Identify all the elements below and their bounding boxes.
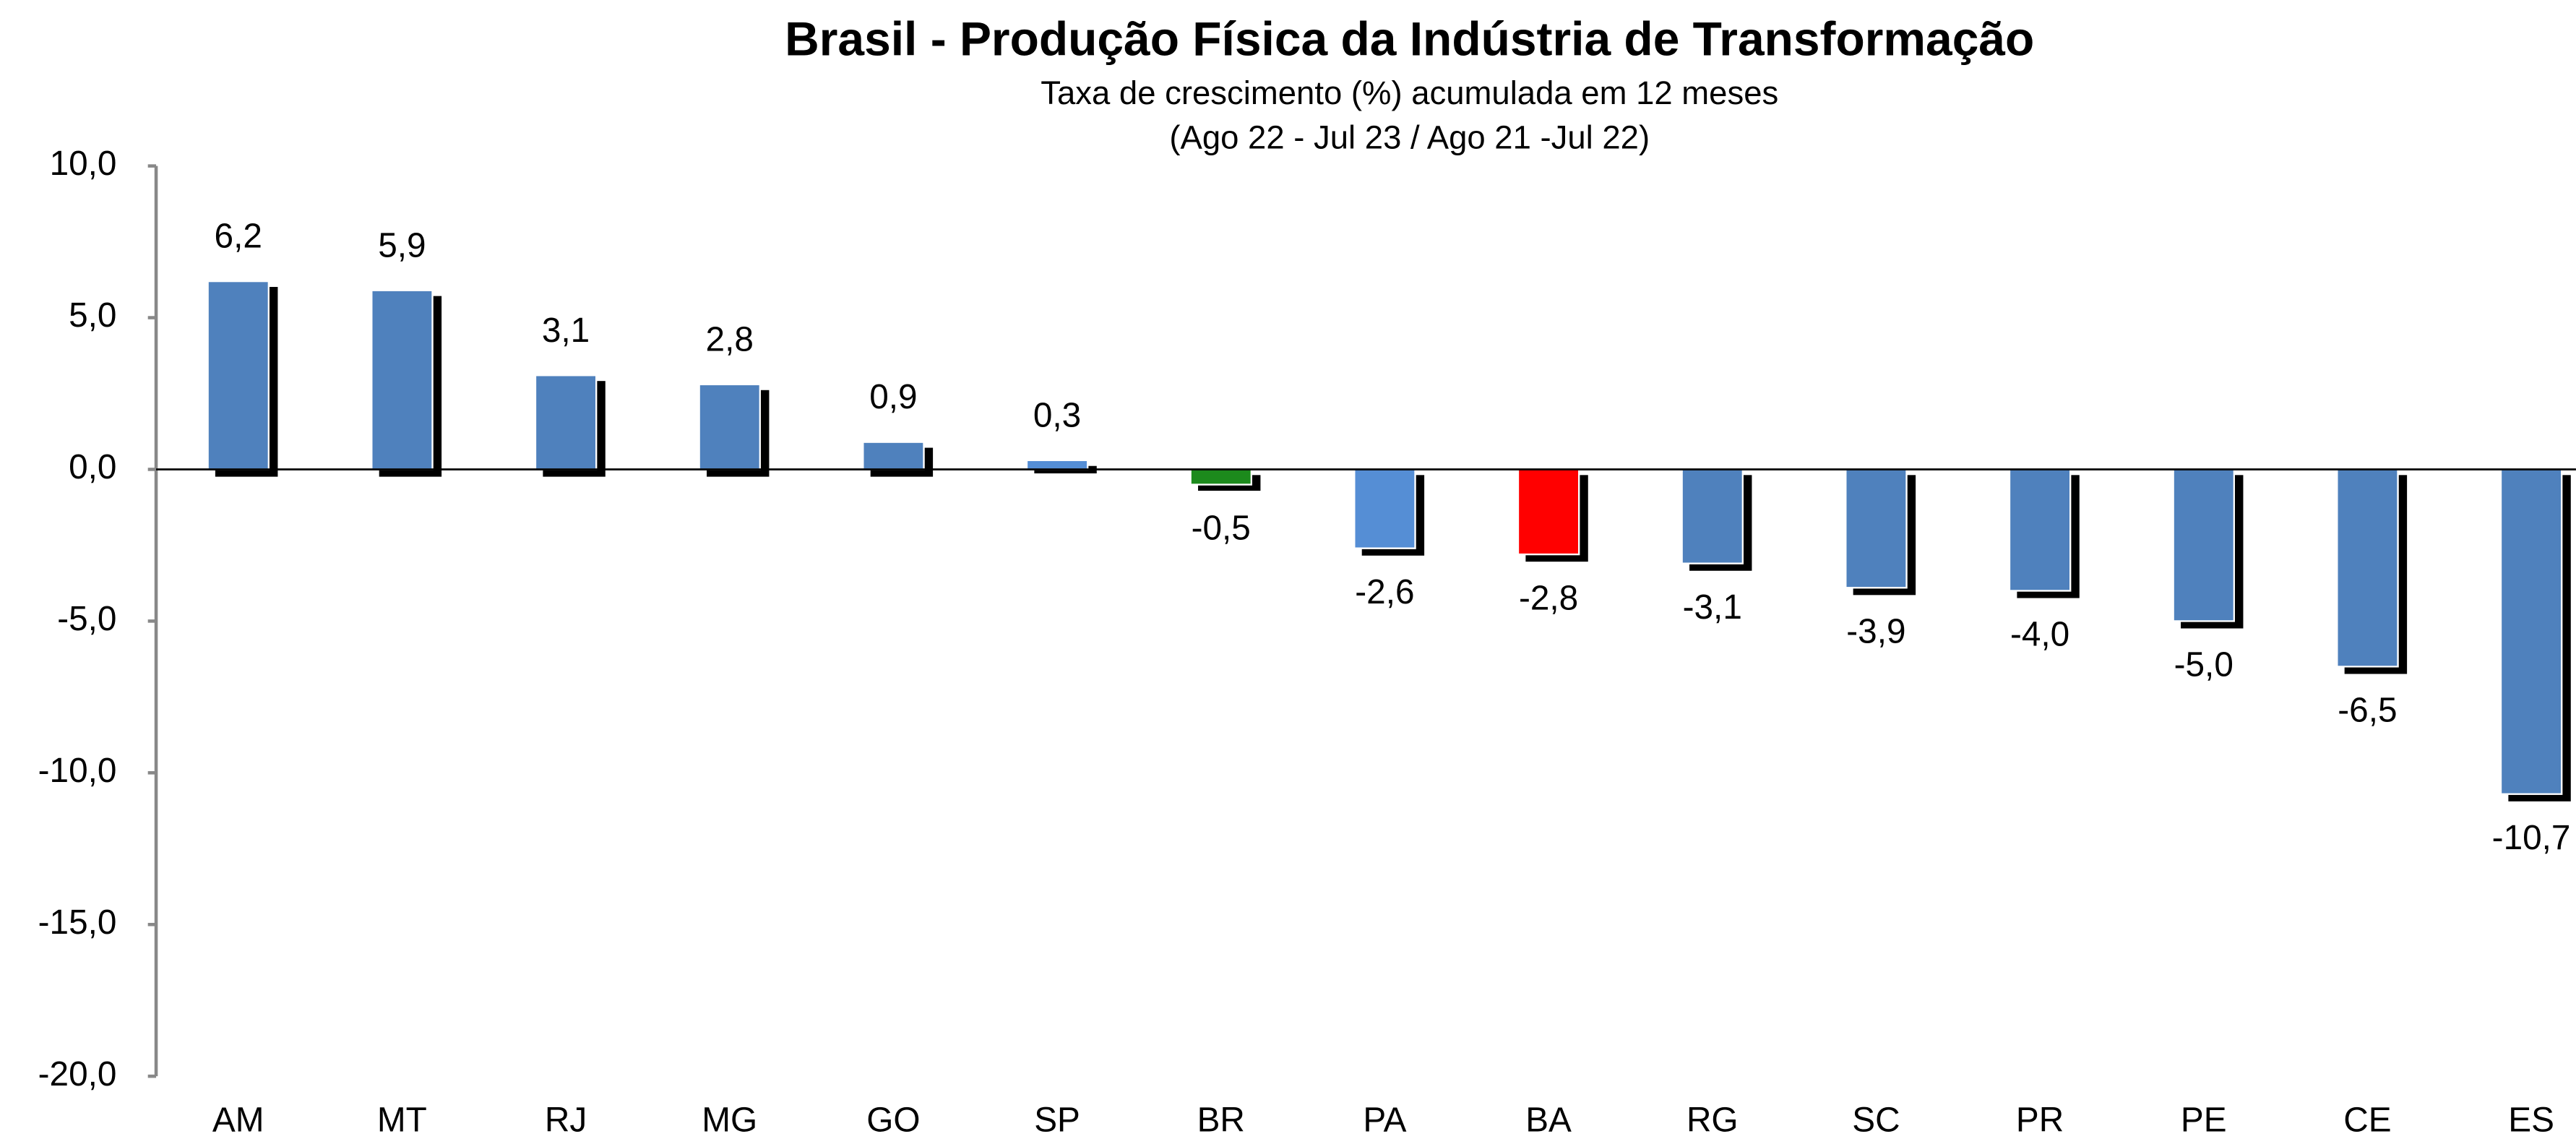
data-label: 0,3 bbox=[1033, 396, 1081, 434]
y-tick-label: -10,0 bbox=[38, 752, 117, 790]
x-tick-label: BR bbox=[1197, 1101, 1245, 1139]
y-tick-label: 5,0 bbox=[69, 296, 116, 335]
x-tick-label: BA bbox=[1525, 1101, 1572, 1139]
x-tick-label: PE bbox=[2181, 1101, 2227, 1139]
x-tick-label: SC bbox=[1852, 1101, 1900, 1139]
data-label: -2,8 bbox=[1519, 579, 1578, 617]
x-tick-label: RJ bbox=[545, 1101, 587, 1139]
data-label: 3,1 bbox=[542, 311, 590, 350]
x-tick-label: RG bbox=[1687, 1101, 1739, 1139]
bar bbox=[698, 383, 761, 470]
bar bbox=[1845, 468, 1908, 589]
data-label: 2,8 bbox=[706, 320, 754, 358]
bar bbox=[1189, 468, 1252, 486]
x-tick-label: ES bbox=[2508, 1101, 2554, 1139]
y-tick-label: -15,0 bbox=[38, 903, 117, 942]
data-label: -0,5 bbox=[1192, 510, 1251, 548]
x-tick-label: MG bbox=[702, 1101, 757, 1139]
bar bbox=[862, 441, 925, 470]
x-tick-label: AM bbox=[212, 1101, 264, 1139]
bar bbox=[2008, 468, 2072, 592]
bar bbox=[1681, 468, 1744, 564]
x-tick-label: SP bbox=[1034, 1101, 1080, 1139]
y-tick-label: -20,0 bbox=[38, 1055, 117, 1093]
x-tick-label: PR bbox=[2016, 1101, 2064, 1139]
chart-subtitle: Taxa de crescimento (%) acumulada em 12 … bbox=[1041, 74, 1778, 111]
data-label: 5,9 bbox=[378, 226, 426, 265]
data-label: 0,9 bbox=[869, 378, 917, 416]
bar bbox=[207, 280, 270, 470]
bar bbox=[371, 289, 434, 470]
y-tick-label: -5,0 bbox=[57, 600, 116, 638]
data-label: -6,5 bbox=[2338, 692, 2397, 730]
x-tick-label: PA bbox=[1363, 1101, 1406, 1139]
data-label: -2,6 bbox=[1355, 573, 1414, 611]
x-tick-label: CE bbox=[2343, 1101, 2391, 1139]
bar bbox=[1025, 459, 1089, 470]
data-label: -5,0 bbox=[2174, 646, 2233, 684]
chart-title: Brasil - Produção Física da Indústria de… bbox=[785, 12, 2034, 66]
chart-subtitle: (Ago 22 - Jul 23 / Ago 21 -Jul 22) bbox=[1169, 119, 1650, 155]
bar bbox=[2172, 468, 2235, 622]
data-label: -4,0 bbox=[2010, 616, 2069, 654]
bar bbox=[2499, 468, 2563, 795]
y-tick-label: 10,0 bbox=[50, 145, 117, 183]
bar bbox=[1353, 468, 1416, 549]
y-tick-label: 0,0 bbox=[69, 448, 116, 486]
bar bbox=[1517, 468, 1580, 556]
bar bbox=[2336, 468, 2399, 668]
data-label: 6,2 bbox=[215, 218, 262, 256]
data-label: -3,1 bbox=[1683, 588, 1742, 627]
bar bbox=[534, 374, 598, 470]
data-label: -10,7 bbox=[2492, 819, 2571, 857]
data-label: -3,9 bbox=[1846, 612, 1905, 650]
x-tick-label: GO bbox=[866, 1101, 920, 1139]
x-tick-label: MT bbox=[377, 1101, 427, 1139]
